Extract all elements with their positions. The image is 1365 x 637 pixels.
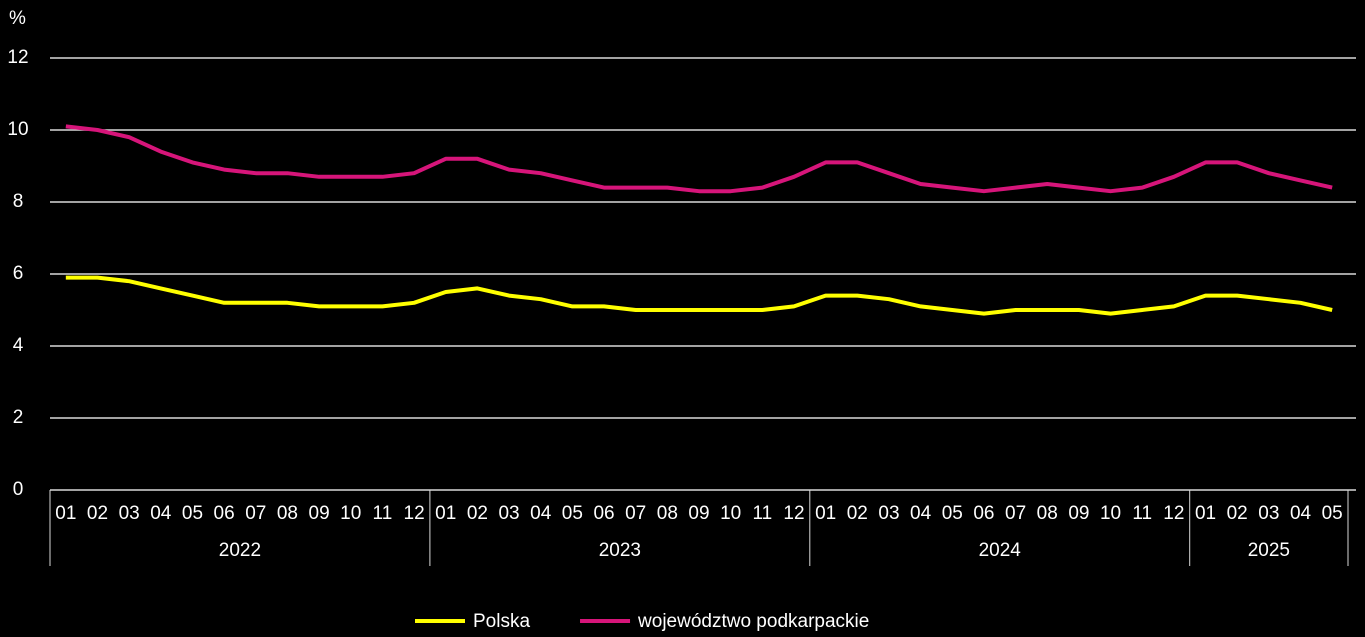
x-tick-label: 01 bbox=[815, 503, 836, 524]
x-tick-label: 10 bbox=[720, 503, 741, 524]
x-group-label: 2025 bbox=[1248, 540, 1290, 561]
x-tick-label: 05 bbox=[942, 503, 963, 524]
y-tick-label: 2 bbox=[13, 407, 24, 428]
x-tick-label: 11 bbox=[373, 503, 393, 524]
y-tick-label: 0 bbox=[13, 479, 24, 500]
x-group-label: 2023 bbox=[599, 540, 641, 561]
y-tick-label: 4 bbox=[13, 335, 24, 356]
x-tick-label: 02 bbox=[467, 503, 488, 524]
x-tick-label: 06 bbox=[214, 503, 235, 524]
x-tick-label: 09 bbox=[309, 503, 330, 524]
x-tick-label: 04 bbox=[1290, 503, 1312, 524]
x-tick-label: 07 bbox=[245, 503, 266, 524]
y-tick-label: 10 bbox=[7, 119, 28, 140]
x-tick-label: 08 bbox=[277, 503, 298, 524]
x-tick-label: 06 bbox=[973, 503, 994, 524]
series-line bbox=[65, 124, 1333, 194]
x-group-label: 2022 bbox=[219, 540, 261, 561]
x-tick-label: 08 bbox=[1037, 503, 1058, 524]
x-tick-label: 03 bbox=[1258, 503, 1279, 524]
x-tick-label: 09 bbox=[1068, 503, 1089, 524]
x-tick-label: 05 bbox=[182, 503, 203, 524]
x-tick-label: 02 bbox=[87, 503, 108, 524]
x-tick-label: 08 bbox=[657, 503, 678, 524]
x-tick-label: 02 bbox=[1227, 503, 1248, 524]
y-tick-label: 6 bbox=[13, 263, 24, 284]
x-tick-label: 07 bbox=[1005, 503, 1026, 524]
x-tick-label: 11 bbox=[752, 503, 772, 524]
x-tick-label: 01 bbox=[1195, 503, 1216, 524]
x-tick-label: 07 bbox=[625, 503, 646, 524]
x-tick-label: 02 bbox=[847, 503, 868, 524]
x-tick-label: 10 bbox=[1100, 503, 1121, 524]
x-tick-label: 01 bbox=[55, 503, 76, 524]
x-tick-label: 09 bbox=[688, 503, 709, 524]
x-tick-label: 03 bbox=[878, 503, 899, 524]
x-tick-label: 05 bbox=[1322, 503, 1343, 524]
x-tick-label: 12 bbox=[783, 503, 804, 524]
x-tick-label: 03 bbox=[119, 503, 140, 524]
series-line bbox=[65, 275, 1333, 316]
y-axis-label: % bbox=[9, 8, 26, 29]
x-tick-label: 04 bbox=[530, 503, 552, 524]
x-tick-label: 03 bbox=[498, 503, 519, 524]
x-tick-label: 11 bbox=[1132, 503, 1152, 524]
legend-label: województwo podkarpackie bbox=[637, 611, 869, 632]
x-tick-label: 01 bbox=[435, 503, 456, 524]
x-tick-label: 05 bbox=[562, 503, 583, 524]
x-tick-label: 04 bbox=[910, 503, 932, 524]
x-tick-label: 12 bbox=[404, 503, 425, 524]
x-group-label: 2024 bbox=[979, 540, 1022, 561]
x-tick-label: 04 bbox=[150, 503, 172, 524]
y-tick-label: 12 bbox=[7, 47, 28, 68]
y-tick-label: 8 bbox=[13, 191, 24, 212]
x-tick-label: 12 bbox=[1163, 503, 1184, 524]
x-tick-label: 10 bbox=[340, 503, 361, 524]
legend-label: Polska bbox=[473, 611, 530, 632]
x-tick-label: 06 bbox=[593, 503, 614, 524]
